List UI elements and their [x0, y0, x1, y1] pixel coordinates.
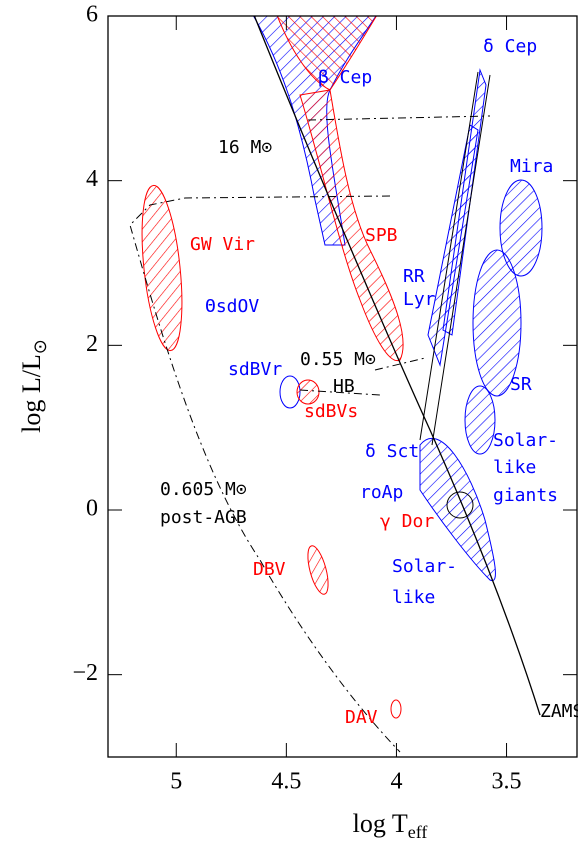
annotation: ΘsdOV [205, 296, 259, 317]
x-tick-label: 3.5 [492, 769, 522, 795]
annotation: giants [493, 485, 558, 506]
zams-track [253, 16, 541, 716]
annotation: 0.55 M⊙ [300, 349, 376, 370]
annotation: γ Dor [380, 511, 434, 532]
y-tick-label: 6 [86, 2, 98, 28]
annotation: roAp [360, 482, 403, 503]
annotation: DBV [253, 559, 286, 580]
x-tick-label: 4.5 [271, 769, 301, 795]
annotation: δ Cep [483, 36, 537, 57]
hb-track [299, 389, 381, 396]
mira-region [499, 179, 543, 277]
annotation: 16 M⊙ [218, 137, 272, 158]
y-tick-label: 2 [86, 331, 98, 357]
x-tick-label: 4 [390, 769, 402, 795]
annotation: ZAMS [540, 701, 578, 722]
annotation: GW Vir [190, 234, 255, 255]
annotation: DAV [345, 707, 378, 728]
annotation: δ Sct [365, 441, 419, 462]
sr-region [472, 249, 522, 397]
annotation: HB [333, 376, 355, 397]
strip-region [427, 124, 479, 367]
dav-region [390, 699, 402, 719]
055msun-track [374, 357, 426, 371]
x-axis-label-sub: eff [408, 822, 428, 842]
annotation: SR [510, 374, 532, 395]
y-tick-label: 0 [86, 496, 98, 522]
x-axis-label-main: log T [353, 809, 408, 838]
instability-strip [419, 71, 491, 446]
annotation: sdBVr [228, 359, 282, 380]
y-axis-label: log L/L⊙ [17, 339, 50, 433]
annotation: Lyr [403, 289, 436, 310]
annotation: Mira [510, 156, 553, 177]
16msun-track [307, 115, 491, 121]
annotation: 0.605 M⊙ [160, 479, 247, 500]
delta-sct-region [419, 437, 496, 582]
x-axis-label: log Teff [353, 809, 428, 842]
y-axis-label-main: log L/L [17, 354, 46, 433]
x-tick-label: 5 [170, 769, 182, 795]
annotation: like [493, 457, 536, 478]
solar-giants-region [464, 385, 496, 455]
spb-region [299, 89, 404, 362]
dbv-region [307, 545, 329, 595]
annotation: RR [403, 266, 425, 287]
regions [129, 16, 543, 753]
plot-frame [107, 15, 578, 758]
annotation: Solar- [493, 430, 558, 451]
annotation: Solar- [392, 556, 457, 577]
solar-like-region [446, 491, 474, 519]
annotation: SPB [365, 225, 398, 246]
sdbvs-region [296, 379, 320, 405]
annotation: β Cep [318, 67, 372, 88]
gw-vir-region [141, 184, 183, 352]
annotation: like [392, 587, 435, 608]
annotation: post-AGB [160, 507, 247, 528]
post-agb-track [129, 195, 401, 753]
annotation: sdBVs [304, 401, 358, 422]
y-axis-label-sub: ⊙ [30, 339, 50, 354]
y-tick-label: 4 [86, 166, 98, 192]
y-tick-label: −2 [72, 660, 98, 686]
